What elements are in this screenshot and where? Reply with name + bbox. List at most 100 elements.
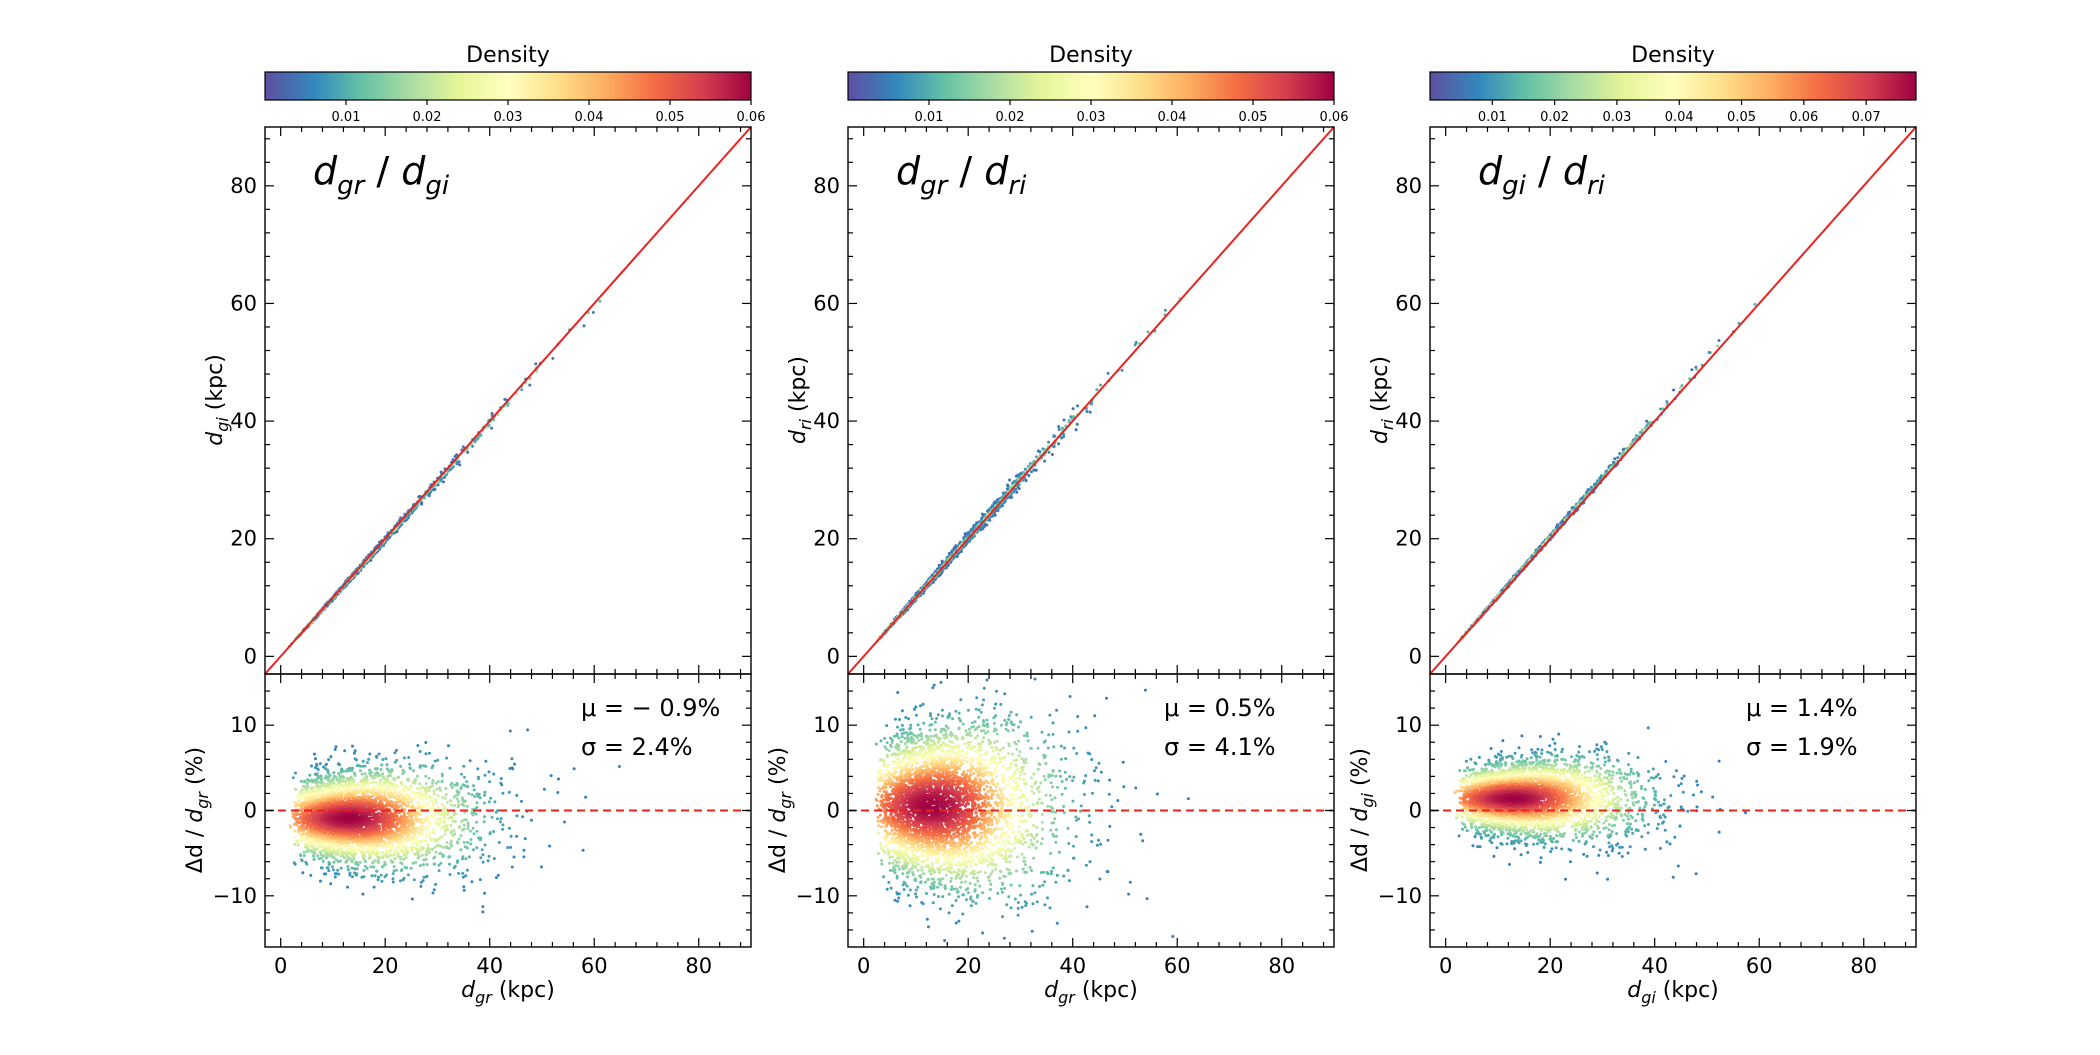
residual-point: [356, 785, 359, 788]
residual-point: [443, 817, 446, 820]
residual-point: [472, 784, 475, 787]
residual-point: [509, 730, 512, 733]
residual-point: [467, 792, 470, 795]
residual-point: [364, 772, 367, 775]
residual-point: [497, 874, 500, 877]
residual-point: [406, 812, 409, 815]
residual-point: [509, 846, 512, 849]
residual-point: [484, 844, 487, 847]
residual-point: [375, 848, 378, 851]
residual-point: [325, 763, 328, 766]
residual-point: [582, 849, 585, 852]
residual-point: [399, 879, 402, 882]
residual-point: [393, 865, 396, 868]
residual-point: [573, 767, 576, 770]
residual-point: [329, 755, 332, 758]
residual-point: [309, 787, 312, 790]
residual-point: [306, 778, 309, 781]
residual-point: [498, 841, 501, 844]
residual-point: [427, 844, 430, 847]
residual-point: [508, 827, 511, 830]
residual-point: [415, 817, 418, 820]
residual-point: [467, 821, 470, 824]
residual-point: [470, 880, 473, 883]
residual-point: [436, 788, 439, 791]
residual-point: [425, 782, 428, 785]
residual-point: [377, 878, 380, 881]
residual-point: [337, 772, 340, 775]
scatter-point: [551, 357, 554, 360]
residual-point: [456, 784, 459, 787]
residual-point: [392, 872, 395, 875]
residual-point: [392, 877, 395, 880]
colorbar-tick-label: 0.06: [737, 110, 766, 125]
residual-point: [403, 756, 406, 759]
residual-point: [372, 866, 375, 869]
residual-point: [371, 874, 374, 877]
residual-point: [334, 748, 337, 751]
residual-point: [453, 804, 456, 807]
residual-point: [484, 774, 487, 777]
residual-point: [292, 815, 295, 818]
residual-point: [433, 888, 436, 891]
residual-point: [493, 857, 496, 860]
residual-point: [413, 852, 416, 855]
residual-point: [319, 880, 322, 883]
residual-point: [384, 804, 387, 807]
residual-point: [366, 761, 369, 764]
residual-point: [296, 841, 299, 844]
residual-point: [450, 830, 453, 833]
residual-point: [433, 790, 436, 793]
residual-point: [299, 834, 302, 837]
colorbar-tick-label: 0.01: [332, 110, 361, 125]
residual-point: [488, 780, 491, 783]
residual-point: [419, 813, 422, 816]
residual-point: [382, 864, 385, 867]
scatter-point: [434, 488, 437, 491]
residual-point: [436, 806, 439, 809]
residual-point: [407, 873, 410, 876]
residual-point: [506, 846, 509, 849]
residual-point: [466, 805, 469, 808]
residual-point: [456, 798, 459, 801]
residual-point: [487, 859, 490, 862]
residual-point: [300, 858, 303, 861]
colorbar-tick-label: 0.02: [413, 110, 442, 125]
residual-point: [302, 837, 305, 840]
residual-point: [401, 862, 404, 865]
residual-point: [424, 793, 427, 796]
residual-point: [421, 854, 424, 857]
residual-point: [367, 758, 370, 761]
residual-point: [451, 820, 454, 823]
residual-point: [335, 745, 338, 748]
residual-point: [435, 851, 438, 854]
residual-point: [442, 846, 445, 849]
residual-point: [412, 780, 415, 783]
residual-point: [450, 840, 453, 843]
colorbar-1-title: Density: [466, 43, 550, 68]
residual-point: [386, 763, 389, 766]
residual-point: [462, 765, 465, 768]
residual-point: [428, 789, 431, 792]
residual-point: [404, 785, 407, 788]
residual-point: [482, 861, 485, 864]
residual-point: [469, 830, 472, 833]
residual-point: [306, 782, 309, 785]
residual-point: [327, 826, 330, 829]
residual-point: [294, 805, 297, 808]
scatter-point: [458, 463, 461, 466]
y-tick-label: 0: [244, 644, 257, 668]
scatter-point: [592, 311, 595, 314]
residual-point: [386, 775, 389, 778]
residual-point: [332, 868, 335, 871]
residual-point: [422, 859, 425, 862]
residual-point: [395, 759, 398, 762]
residual-point: [345, 770, 348, 773]
residual-point: [464, 845, 467, 848]
residual-point: [399, 765, 402, 768]
residual-point: [450, 782, 453, 785]
